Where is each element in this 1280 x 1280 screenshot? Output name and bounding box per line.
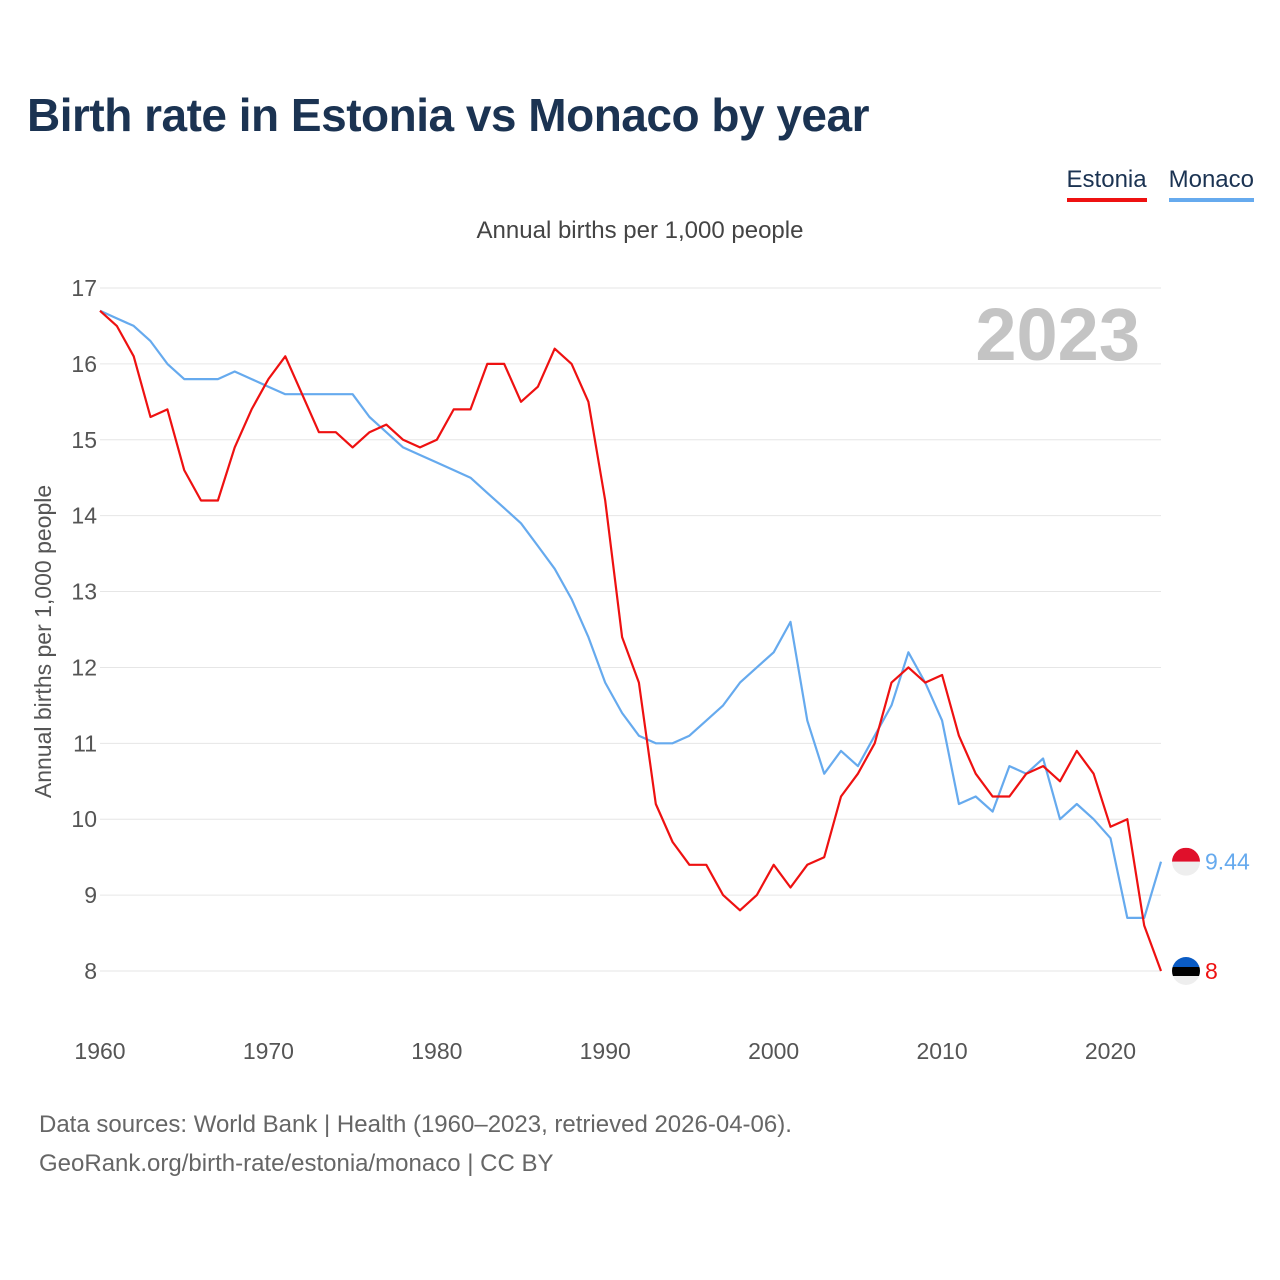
series-line-monaco: [99, 309, 1163, 920]
y-tick-label: 11: [73, 730, 97, 756]
end-value-label-estonia: 8: [1205, 958, 1218, 984]
y-tick-label: 17: [71, 275, 97, 301]
estonia-flag-icon: [1172, 957, 1200, 985]
y-tick-label: 16: [71, 351, 97, 377]
x-tick-label: 1960: [74, 1038, 125, 1064]
source-line-2[interactable]: GeoRank.org/birth-rate/estonia/monaco | …: [39, 1150, 554, 1177]
source-line-1: Data sources: World Bank | Health (1960–…: [39, 1111, 792, 1138]
y-tick-label: 9: [84, 882, 97, 908]
chart-subtitle: Annual births per 1,000 people: [476, 217, 804, 244]
legend-item-monaco[interactable]: Monaco: [1168, 166, 1254, 202]
x-tick-label: 1980: [411, 1038, 462, 1064]
source-note: Data sources: World Bank | Health (1960–…: [39, 1105, 792, 1183]
y-tick-label: 8: [84, 958, 97, 984]
y-tick-label: 15: [71, 427, 97, 453]
y-tick-label: 12: [71, 654, 97, 680]
legend: Estonia Monaco: [1066, 166, 1254, 202]
x-tick-label: 2010: [916, 1038, 967, 1064]
y-axis-label: Annual births per 1,000 people: [30, 485, 56, 798]
monaco-flag-icon: [1172, 847, 1200, 876]
chart-title: Birth rate in Estonia vs Monaco by year: [27, 89, 869, 141]
y-tick-label: 14: [71, 503, 97, 529]
x-tick-label: 1970: [243, 1038, 294, 1064]
year-watermark: 2023: [975, 293, 1140, 376]
x-tick-label: 2000: [748, 1038, 799, 1064]
line-chart: 8 9 10 11 12 13 14 15 16 17 1960 1970 1980 1990 2000 20…: [30, 275, 1250, 1064]
y-tick-label: 13: [71, 579, 97, 605]
x-tick-label: 1990: [580, 1038, 631, 1064]
series-line-estonia: [99, 309, 1163, 972]
end-value-label-monaco: 9.44: [1205, 849, 1250, 875]
x-tick-label: 2020: [1085, 1038, 1136, 1064]
y-tick-label: 10: [71, 806, 97, 832]
legend-item-estonia[interactable]: Estonia: [1066, 166, 1147, 202]
